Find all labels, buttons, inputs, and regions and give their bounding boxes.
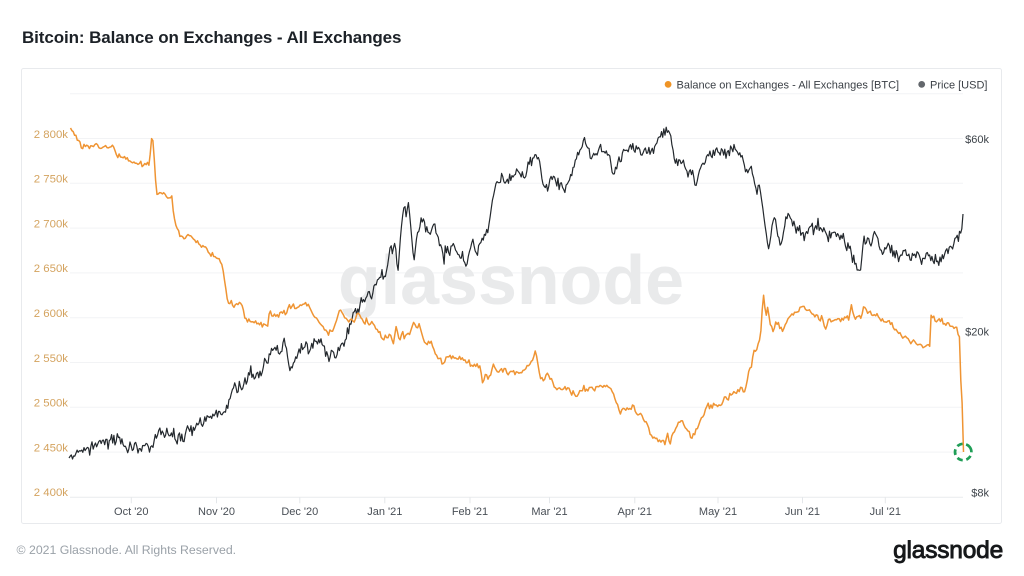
svg-text:2 500k: 2 500k xyxy=(34,398,69,410)
svg-text:2 650k: 2 650k xyxy=(34,263,69,275)
svg-text:Jul '21: Jul '21 xyxy=(870,506,901,518)
svg-text:glassnode: glassnode xyxy=(893,537,1003,564)
svg-text:Price [USD]: Price [USD] xyxy=(930,79,987,91)
svg-text:May '21: May '21 xyxy=(699,506,737,518)
svg-text:Dec '20: Dec '20 xyxy=(281,506,318,518)
svg-text:Jan '21: Jan '21 xyxy=(367,506,402,518)
svg-text:$20k: $20k xyxy=(965,326,989,338)
svg-text:Oct '20: Oct '20 xyxy=(114,506,149,518)
svg-text:2 550k: 2 550k xyxy=(34,353,69,365)
svg-text:$8k: $8k xyxy=(971,488,989,500)
svg-text:$60k: $60k xyxy=(965,134,989,146)
svg-text:2 800k: 2 800k xyxy=(34,129,69,141)
svg-text:Jun '21: Jun '21 xyxy=(785,506,820,518)
svg-text:2 450k: 2 450k xyxy=(34,442,69,454)
svg-text:2 600k: 2 600k xyxy=(34,308,69,320)
svg-text:2 750k: 2 750k xyxy=(34,174,69,186)
svg-text:Nov '20: Nov '20 xyxy=(198,506,235,518)
svg-text:Bitcoin: Balance on Exchanges: Bitcoin: Balance on Exchanges - All Exch… xyxy=(22,28,401,47)
svg-text:Mar '21: Mar '21 xyxy=(531,506,567,518)
svg-text:Feb '21: Feb '21 xyxy=(452,506,488,518)
svg-text:2 700k: 2 700k xyxy=(34,218,69,230)
svg-text:Apr '21: Apr '21 xyxy=(618,506,653,518)
svg-text:© 2021 Glassnode. All Rights R: © 2021 Glassnode. All Rights Reserved. xyxy=(17,543,237,557)
svg-text:2 400k: 2 400k xyxy=(34,487,69,499)
svg-text:Balance on Exchanges - All Exc: Balance on Exchanges - All Exchanges [BT… xyxy=(677,79,900,91)
